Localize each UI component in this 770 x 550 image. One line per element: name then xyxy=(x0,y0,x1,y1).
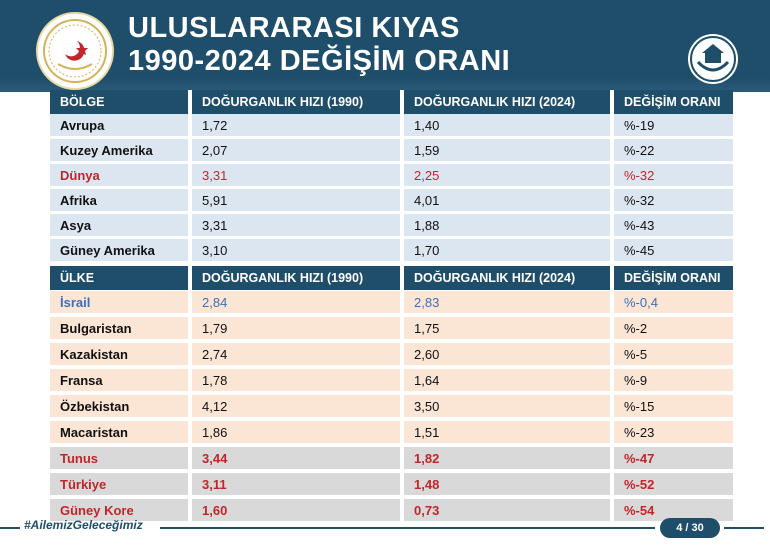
table-cell: 1,51 xyxy=(400,421,610,445)
table-cell: 2,83 xyxy=(400,291,610,315)
table-cell: 4,12 xyxy=(188,395,400,419)
table-row: Asya 3,31 1,88 %-43 xyxy=(50,214,733,238)
table-cell: 2,60 xyxy=(400,343,610,367)
title-line-1: ULUSLARARASI KIYAS xyxy=(128,12,460,44)
header-cell: DEĞİŞİM ORANI xyxy=(610,266,733,290)
table-cell: Türkiye xyxy=(50,473,188,497)
country-header-row: ÜLKE DOĞURGANLIK HIZI (1990) DOĞURGANLIK… xyxy=(50,266,733,290)
table-cell: İsrail xyxy=(50,291,188,315)
table-row: Avrupa 1,72 1,40 %-19 xyxy=(50,114,733,138)
table-cell: Bulgaristan xyxy=(50,317,188,341)
table-row: Bulgaristan 1,79 1,75 %-2 xyxy=(50,317,733,341)
footer-divider xyxy=(160,527,655,529)
table-cell: 2,84 xyxy=(188,291,400,315)
table-cell: 1,75 xyxy=(400,317,610,341)
family-house-hands-icon xyxy=(688,34,738,84)
table-cell: %-15 xyxy=(610,395,733,419)
table-cell: %-9 xyxy=(610,369,733,393)
table-cell: Asya xyxy=(50,214,188,238)
header-cell: DOĞURGANLIK HIZI (1990) xyxy=(188,90,400,114)
table-row: Güney Amerika 3,10 1,70 %-45 xyxy=(50,239,733,263)
header-cell: DOĞURGANLIK HIZI (1990) xyxy=(188,266,400,290)
table-cell: 3,11 xyxy=(188,473,400,497)
table-cell: %-47 xyxy=(610,447,733,471)
table-cell: 1,60 xyxy=(188,499,400,523)
table-cell: 3,10 xyxy=(188,239,400,263)
table-cell: %-23 xyxy=(610,421,733,445)
table-row: Macaristan 1,86 1,51 %-23 xyxy=(50,421,733,445)
table-cell: Kuzey Amerika xyxy=(50,139,188,163)
table-cell: 1,88 xyxy=(400,214,610,238)
table-row: Afrika 5,91 4,01 %-32 xyxy=(50,189,733,213)
table-cell: 3,31 xyxy=(188,214,400,238)
title-banner xyxy=(0,0,770,92)
table-cell: Güney Kore xyxy=(50,499,188,523)
table-cell: Fransa xyxy=(50,369,188,393)
table-cell: Güney Amerika xyxy=(50,239,188,263)
table-cell: %-22 xyxy=(610,139,733,163)
table-row: Türkiye 3,11 1,48 %-52 xyxy=(50,473,733,497)
table-row: Fransa 1,78 1,64 %-9 xyxy=(50,369,733,393)
table-cell: %-52 xyxy=(610,473,733,497)
table-cell: %-0,4 xyxy=(610,291,733,315)
table-cell: %-32 xyxy=(610,189,733,213)
header-cell: DOĞURGANLIK HIZI (2024) xyxy=(400,266,610,290)
table-cell: 4,01 xyxy=(400,189,610,213)
footer-divider xyxy=(724,527,764,529)
table-cell: %-5 xyxy=(610,343,733,367)
table-cell: %-32 xyxy=(610,164,733,188)
header-cell: DEĞİŞİM ORANI xyxy=(610,90,733,114)
table-cell: %-2 xyxy=(610,317,733,341)
table-cell: Macaristan xyxy=(50,421,188,445)
table-cell: 1,48 xyxy=(400,473,610,497)
table-cell: 1,59 xyxy=(400,139,610,163)
table-row: Kazakistan 2,74 2,60 %-5 xyxy=(50,343,733,367)
table-row: İsrail 2,84 2,83 %-0,4 xyxy=(50,291,733,315)
table-cell: 1,64 xyxy=(400,369,610,393)
header-cell: ÜLKE xyxy=(50,266,188,290)
hashtag-text: #AilemizGeleceğimiz xyxy=(24,518,143,532)
table-cell: 3,50 xyxy=(400,395,610,419)
table-cell: Afrika xyxy=(50,189,188,213)
table-row: Güney Kore 1,60 0,73 %-54 xyxy=(50,499,733,523)
table-cell: 1,79 xyxy=(188,317,400,341)
table-cell: Dünya xyxy=(50,164,188,188)
region-header-row: BÖLGE DOĞURGANLIK HIZI (1990) DOĞURGANLI… xyxy=(50,90,733,114)
page-indicator: 4 / 30 xyxy=(660,518,720,538)
table-cell: 2,07 xyxy=(188,139,400,163)
table-cell: 1,82 xyxy=(400,447,610,471)
ministry-emblem-icon xyxy=(36,12,114,90)
table-cell: 2,25 xyxy=(400,164,610,188)
banner-shadow xyxy=(0,78,770,92)
table-cell: 1,70 xyxy=(400,239,610,263)
table-cell: %-45 xyxy=(610,239,733,263)
table-cell: 2,74 xyxy=(188,343,400,367)
table-cell: Özbekistan xyxy=(50,395,188,419)
table-cell: 1,40 xyxy=(400,114,610,138)
page-title: ULUSLARARASI KIYAS 1990-2024 DEĞİŞİM ORA… xyxy=(128,12,510,78)
table-cell: 1,78 xyxy=(188,369,400,393)
table-cell: Kazakistan xyxy=(50,343,188,367)
table-row: Tunus 3,44 1,82 %-47 xyxy=(50,447,733,471)
table-row: Kuzey Amerika 2,07 1,59 %-22 xyxy=(50,139,733,163)
table-row: Özbekistan 4,12 3,50 %-15 xyxy=(50,395,733,419)
table-cell: Tunus xyxy=(50,447,188,471)
table-cell: 3,44 xyxy=(188,447,400,471)
table-row: Dünya 3,31 2,25 %-32 xyxy=(50,164,733,188)
table-cell: Avrupa xyxy=(50,114,188,138)
header-cell: DOĞURGANLIK HIZI (2024) xyxy=(400,90,610,114)
table-cell: 0,73 xyxy=(400,499,610,523)
table-cell: 3,31 xyxy=(188,164,400,188)
table-cell: 1,86 xyxy=(188,421,400,445)
title-line-2: 1990-2024 DEĞİŞİM ORANI xyxy=(128,45,511,77)
footer-divider xyxy=(0,527,20,529)
table-cell: 5,91 xyxy=(188,189,400,213)
table-cell: 1,72 xyxy=(188,114,400,138)
table-cell: %-19 xyxy=(610,114,733,138)
table-cell: %-43 xyxy=(610,214,733,238)
header-cell: BÖLGE xyxy=(50,90,188,114)
